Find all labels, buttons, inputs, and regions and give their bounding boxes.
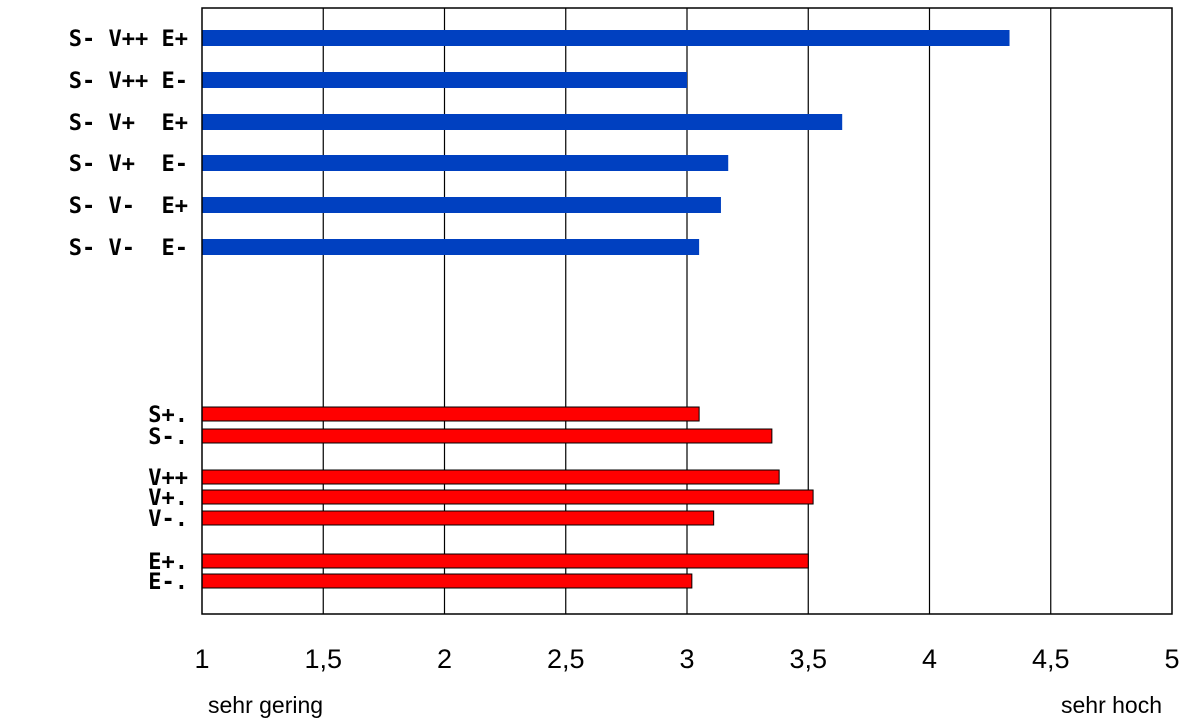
gridlines: [322, 8, 1052, 614]
x-tick-label: 1: [194, 644, 209, 674]
x-tick-label: 2: [437, 644, 452, 674]
category-label: V-.: [148, 507, 188, 532]
category-label: S- V++ E+: [69, 27, 188, 52]
plot-frame: [201, 7, 1173, 615]
bar: [202, 114, 843, 130]
x-tick-label: 4: [922, 644, 937, 674]
bar: [201, 489, 814, 505]
bars: [201, 30, 1010, 589]
category-label: S- V- E+: [69, 194, 188, 219]
x-axis-ticks: 1 1,5 2 2,5 3 3,5 4 4,5 5: [194, 644, 1179, 674]
bar: [202, 155, 729, 171]
bar: [201, 553, 809, 569]
x-tick-label: 2,5: [547, 644, 585, 674]
bar: [202, 30, 1010, 46]
category-labels: S- V++ E+ S- V++ E- S- V+ E+ S- V+ E- S- V- …: [69, 27, 188, 595]
category-label: V++: [148, 466, 188, 491]
category-label: E+.: [148, 550, 188, 575]
category-label: E-.: [148, 570, 188, 595]
x-tick-label: 1,5: [304, 644, 342, 674]
category-label: S- V+ E+: [69, 111, 188, 136]
x-tick-label: 3: [679, 644, 694, 674]
x-anchor-high-label: sehr hoch: [1061, 692, 1162, 718]
bar: [202, 239, 700, 255]
category-label: S+.: [148, 403, 188, 428]
x-tick-label: 4,5: [1032, 644, 1070, 674]
category-label: S- V++ E-: [69, 69, 188, 94]
x-tick-label: 3,5: [789, 644, 827, 674]
category-label: S- V+ E-: [69, 152, 188, 177]
bar: [201, 510, 715, 526]
category-label: S- V- E-: [69, 236, 188, 261]
x-anchor-low-label: sehr gering: [208, 692, 323, 718]
category-label: V+.: [148, 486, 188, 511]
bar: [201, 406, 700, 422]
category-label: S-.: [148, 425, 188, 450]
bar: [202, 197, 721, 213]
bar: [202, 72, 687, 88]
bar: [201, 469, 780, 485]
bar: [201, 573, 693, 589]
bar: [201, 428, 773, 444]
x-tick-label: 5: [1164, 644, 1179, 674]
